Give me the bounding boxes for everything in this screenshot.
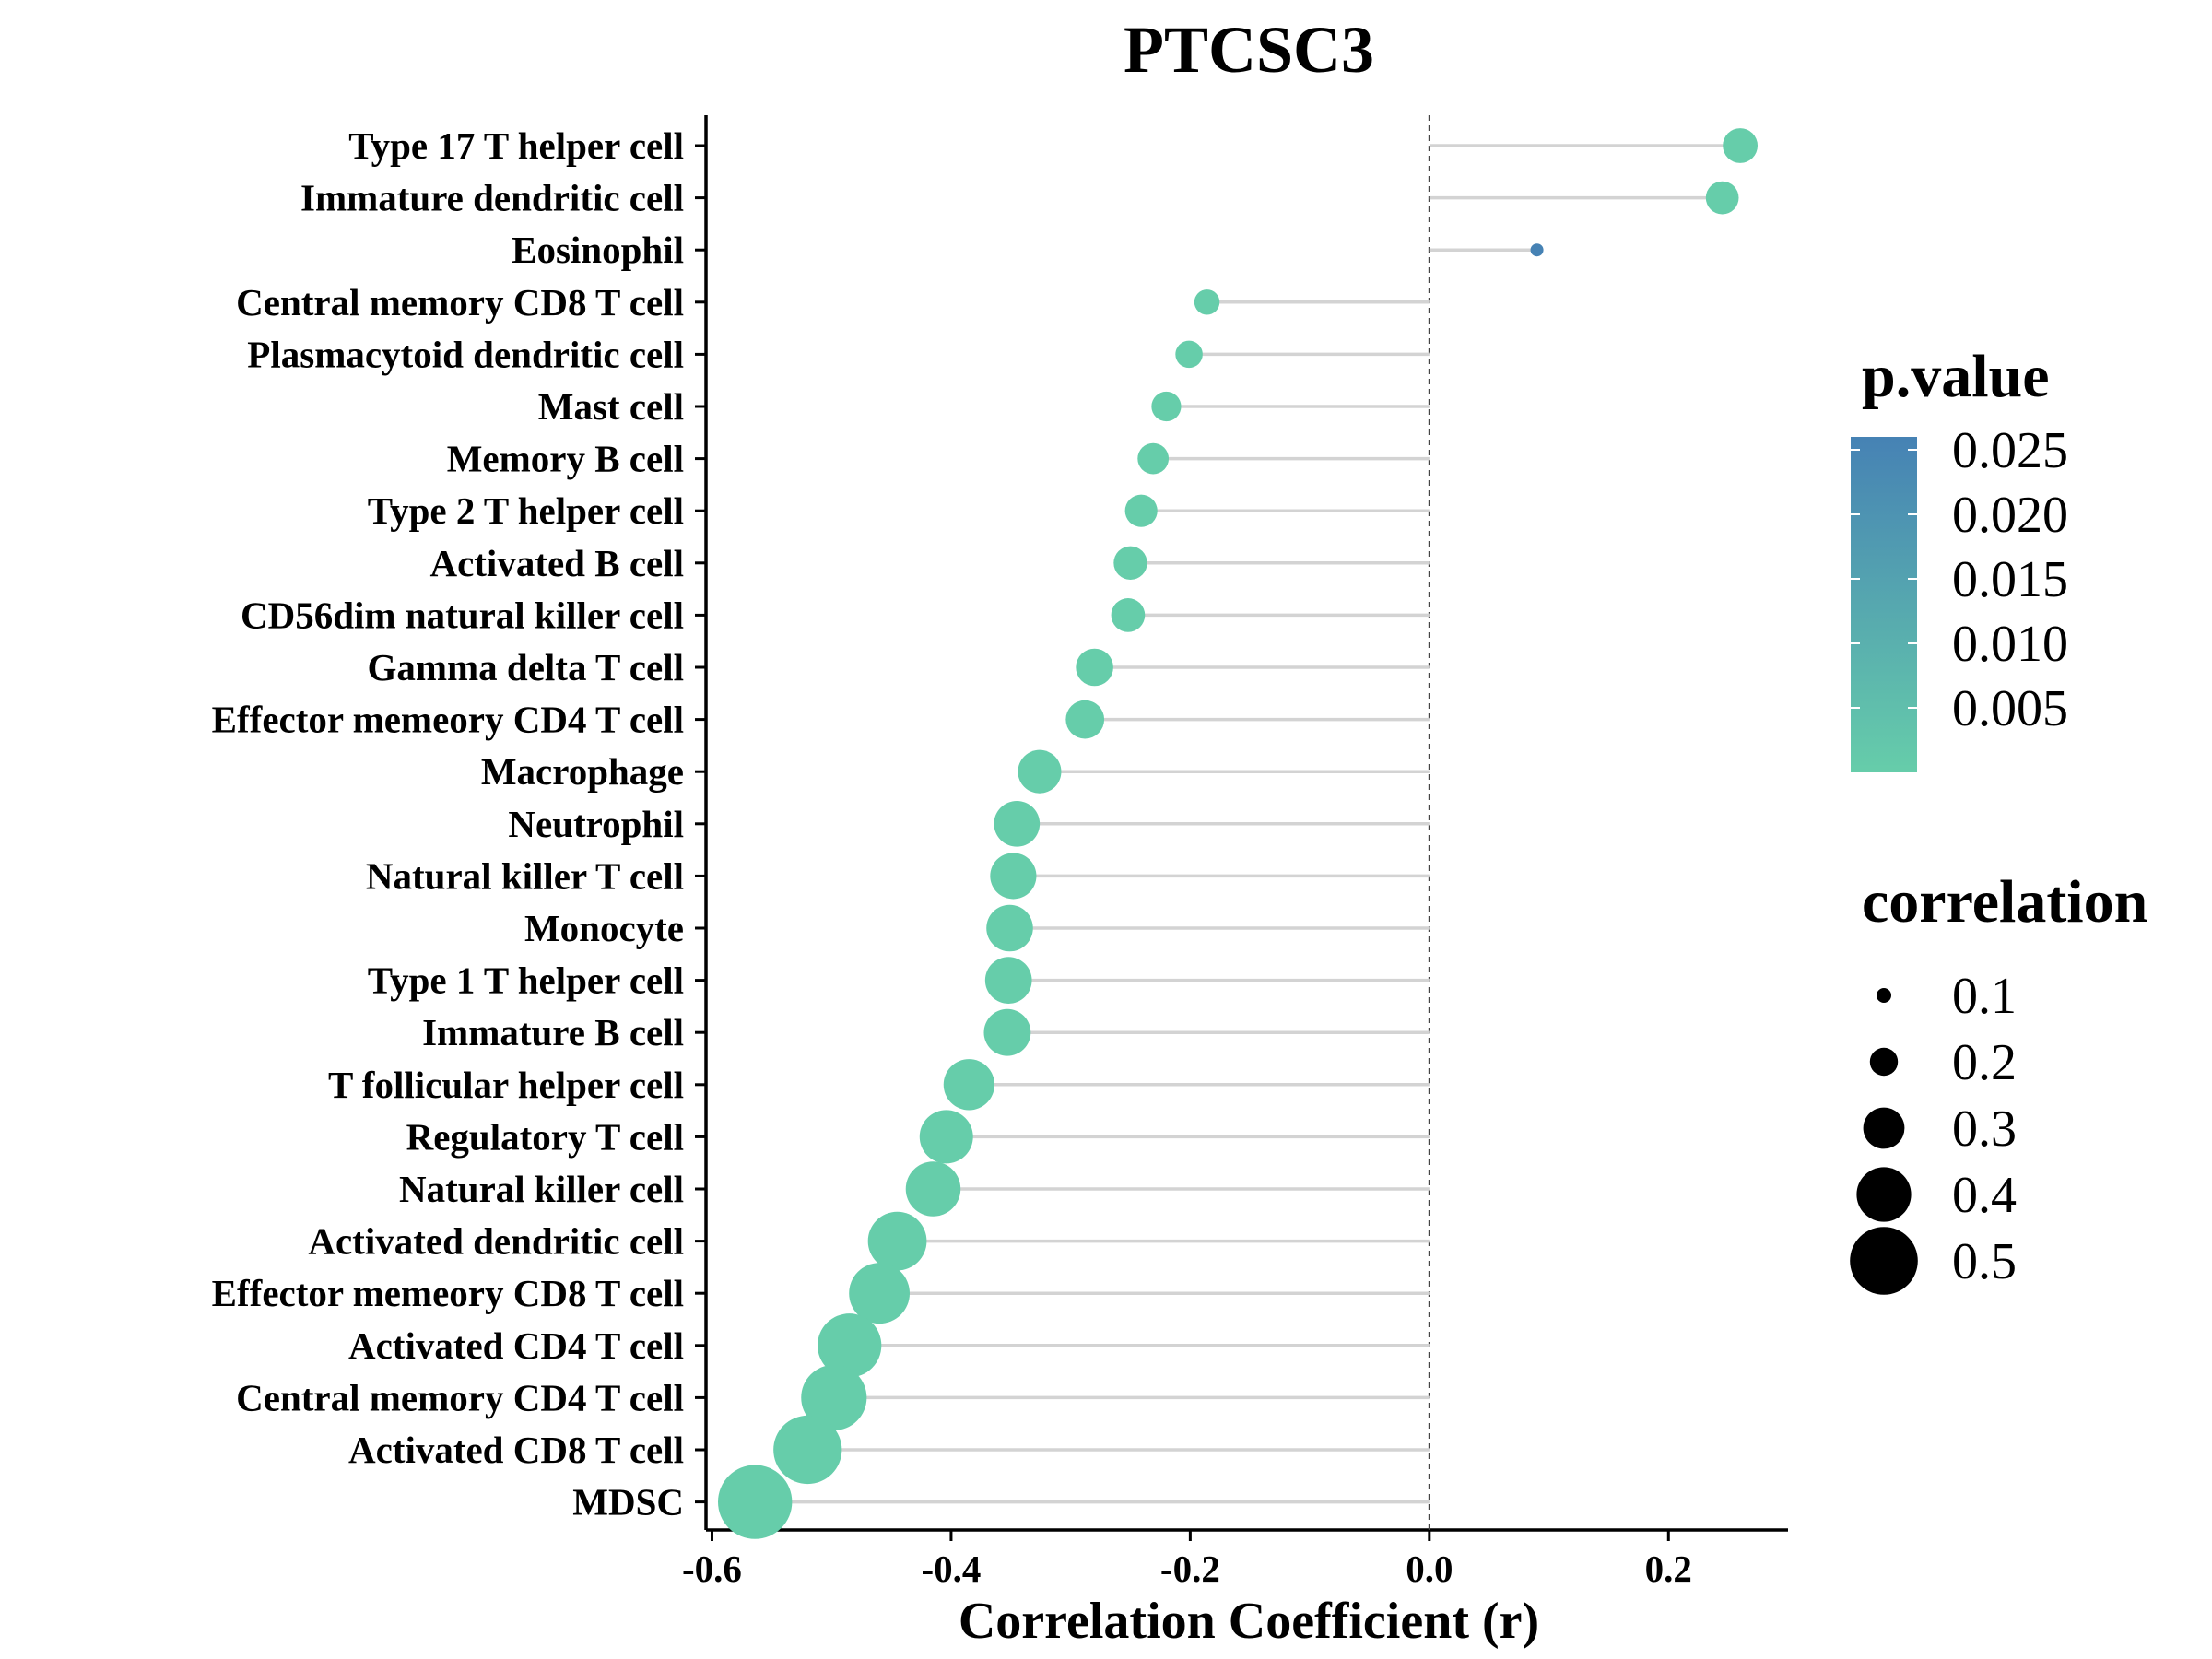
correlation-legend-dot [1869, 1047, 1899, 1077]
lollipop-point [1113, 546, 1147, 580]
y-tick-label: Natural killer cell [399, 1168, 684, 1210]
lollipop-point [1111, 598, 1146, 632]
lollipop-point [1065, 700, 1105, 739]
y-tick-label: Immature B cell [422, 1011, 684, 1053]
correlation-legend-label: 0.3 [1952, 1100, 2017, 1158]
y-tick-label: Neutrophil [508, 803, 684, 845]
lollipop-point [849, 1263, 910, 1324]
x-tick-label: 0.0 [1406, 1547, 1453, 1590]
p-value-legend: p.value 0.025 0.020 0.015 0.010 0.005 [1851, 343, 2068, 772]
y-tick-label: Gamma delta T cell [367, 646, 684, 688]
lollipop-point [801, 1364, 867, 1430]
lollipop-point [1151, 391, 1182, 422]
p-value-legend-label: 0.010 [1952, 616, 2068, 673]
p-value-legend-label: 0.015 [1952, 551, 2068, 608]
p-value-colorbar [1851, 437, 1917, 772]
correlation-legend-dot [1863, 1107, 1905, 1149]
y-tick-label: Natural killer T cell [366, 854, 684, 897]
lollipop-point [990, 853, 1037, 900]
chart-title: PTCSC3 [1124, 13, 1374, 87]
y-tick-label: Monocyte [524, 907, 684, 949]
y-tick-label: Activated dendritic cell [308, 1220, 684, 1263]
correlation-legend-label: 0.5 [1952, 1233, 2017, 1290]
lollipop-point [773, 1415, 842, 1485]
lollipop-point [1137, 442, 1170, 475]
y-tick-label: Activated CD8 T cell [348, 1429, 684, 1471]
y-tick-label: Effector memeory CD4 T cell [212, 699, 684, 741]
y-tick-label: Memory B cell [447, 438, 684, 480]
x-tick-label: -0.6 [682, 1547, 742, 1590]
y-tick-label: Type 17 T helper cell [348, 124, 684, 167]
p-value-legend-title: p.value [1862, 343, 2050, 410]
y-tick-label: Regulatory T cell [406, 1115, 684, 1158]
lollipop-point [1705, 181, 1739, 215]
lollipop-point [1076, 648, 1113, 687]
y-tick-label: T follicular helper cell [328, 1064, 684, 1106]
lollipop-point [867, 1211, 927, 1271]
plot-area: -0.6 -0.4 -0.2 0.0 0.2 Type 17 T helper cell I… [212, 115, 1788, 1590]
lollipop-point [1530, 243, 1544, 257]
y-tick-label: Immature dendritic cell [300, 177, 684, 219]
y-tick-label: Effector memeory CD8 T cell [212, 1272, 684, 1314]
p-value-legend-label: 0.020 [1952, 487, 2068, 544]
correlation-legend-dot [1877, 988, 1891, 1003]
x-tick-label: -0.4 [921, 1547, 981, 1590]
x-tick-label: -0.2 [1160, 1547, 1220, 1590]
lollipop-point [1018, 749, 1062, 794]
lollipop-point [1175, 340, 1203, 369]
y-tick-label: Activated CD4 T cell [348, 1324, 684, 1367]
y-tick-label: Type 2 T helper cell [368, 489, 684, 532]
y-tick-label: Activated B cell [429, 542, 684, 584]
correlation-legend-dot [1856, 1167, 1912, 1222]
lollipop-point [986, 904, 1033, 952]
y-tick-label: CD56dim natural killer cell [241, 594, 684, 636]
y-tick-label: Central memory CD8 T cell [236, 281, 684, 324]
y-tick-label: MDSC [572, 1481, 684, 1524]
lollipop-point [919, 1110, 973, 1164]
lollipop-point [718, 1465, 793, 1539]
lollipop-point [905, 1161, 961, 1217]
correlation-legend: correlation 0.1 0.2 0.3 0.4 0.5 [1850, 868, 2147, 1295]
lollipop-point [994, 800, 1041, 847]
x-axis-label: Correlation Coefficient (r) [959, 1593, 1539, 1650]
p-value-legend-label: 0.025 [1952, 422, 2068, 479]
y-tick-label: Macrophage [481, 750, 684, 793]
lollipop-point [984, 957, 1032, 1004]
y-tick-label: Eosinophil [512, 229, 684, 271]
y-tick-label: Plasmacytoid dendritic cell [247, 333, 684, 375]
y-tick-label: Mast cell [538, 385, 684, 428]
lollipop-point [1723, 128, 1759, 163]
correlation-legend-label: 0.2 [1952, 1034, 2017, 1091]
y-tick-label: Type 1 T helper cell [368, 959, 684, 1002]
y-tick-label: Central memory CD4 T cell [236, 1376, 684, 1418]
correlation-legend-label: 0.1 [1952, 968, 2017, 1025]
lollipop-point [943, 1059, 995, 1111]
lollipop-point [983, 1008, 1031, 1056]
correlation-legend-title: correlation [1862, 868, 2147, 935]
lollipop-point [1194, 289, 1220, 315]
x-tick-label: 0.2 [1645, 1547, 1692, 1590]
correlation-legend-label: 0.4 [1952, 1167, 2017, 1224]
p-value-legend-label: 0.005 [1952, 680, 2068, 737]
lollipop-point [818, 1313, 882, 1378]
correlation-legend-dot [1850, 1227, 1918, 1295]
lollipop-point [1124, 494, 1158, 527]
